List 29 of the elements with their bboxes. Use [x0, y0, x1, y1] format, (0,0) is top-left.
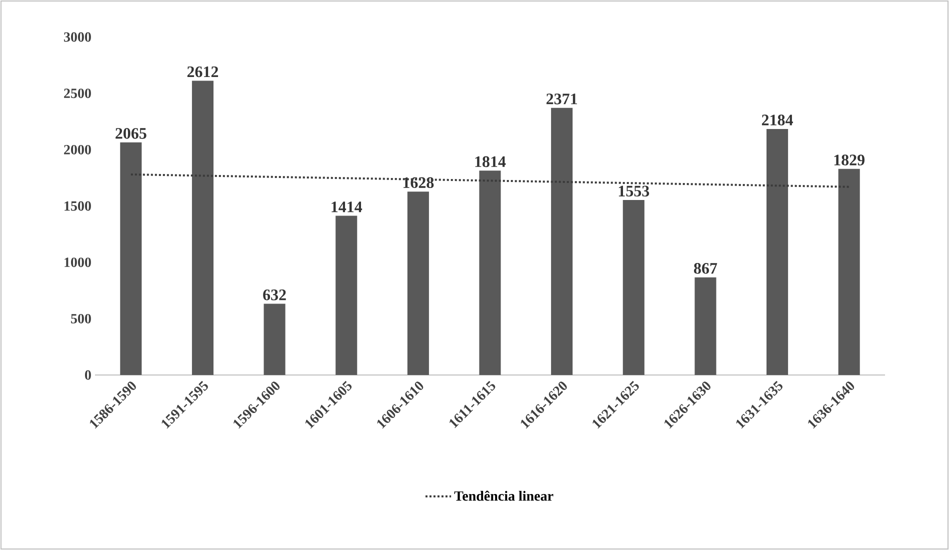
y-tick-label: 1500: [64, 201, 91, 211]
data-label: 2612: [187, 66, 218, 78]
data-label: 1829: [834, 154, 865, 166]
data-label: 2065: [116, 128, 146, 139]
y-tick-label: 500: [71, 314, 91, 324]
data-label: 2371: [546, 94, 577, 104]
bar: [551, 108, 573, 376]
y-tick-label: 3000: [64, 32, 91, 42]
data-label: 632: [263, 290, 286, 300]
y-tick-label: 2000: [64, 144, 91, 154]
y-tick-label: 2500: [64, 88, 91, 98]
data-label: 2184: [762, 114, 793, 126]
bar: [192, 80, 214, 376]
data-label: 867: [694, 263, 718, 274]
bar: [694, 277, 716, 376]
data-label: 1553: [618, 186, 650, 196]
data-label: 1414: [332, 202, 362, 212]
data-label: 1814: [475, 156, 506, 168]
bar: [336, 216, 358, 376]
bar: [766, 128, 788, 376]
bar: [622, 200, 644, 376]
bar: [264, 304, 286, 376]
bar: [479, 170, 501, 376]
y-tick-label: 0: [85, 370, 91, 380]
bar: [407, 192, 429, 376]
legend-label: Tendência linear: [454, 490, 554, 501]
y-tick-label: 1000: [64, 258, 91, 268]
bar: [120, 142, 142, 376]
bar: [838, 168, 860, 376]
